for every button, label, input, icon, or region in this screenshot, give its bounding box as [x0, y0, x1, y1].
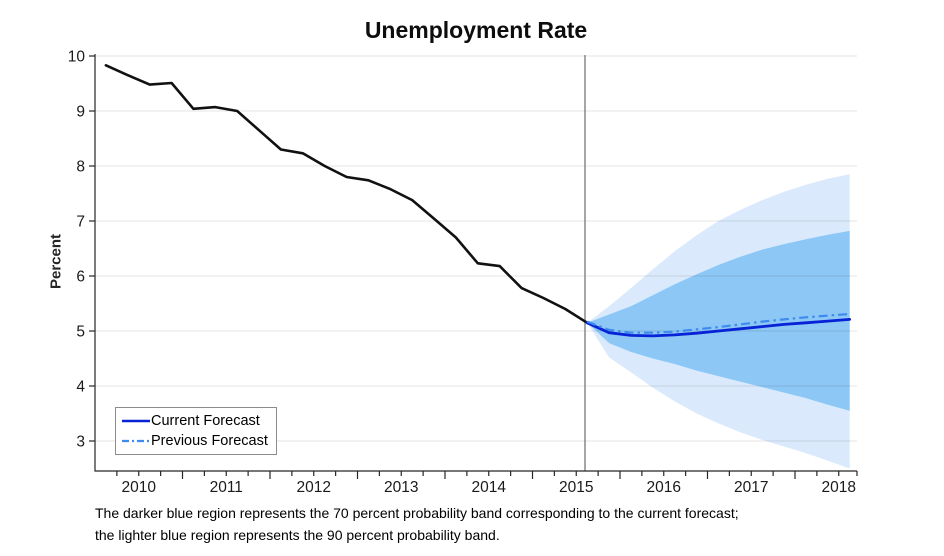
current-forecast-line — [585, 317, 852, 338]
chart-title: Unemployment Rate — [364, 17, 588, 43]
x-tick-label-2013: 2013 — [384, 479, 418, 496]
legend-item-current: Current Forecast — [121, 411, 268, 431]
legend-label-previous: Previous Forecast — [151, 433, 268, 449]
x-tick-label-2011: 2011 — [210, 479, 243, 496]
x-tick-label-2018: 2018 — [822, 479, 856, 496]
x-tick-label-2017: 2017 — [734, 479, 768, 496]
x-tick-label-2015: 2015 — [559, 479, 593, 496]
x-tick-label-2010: 2010 — [122, 479, 157, 496]
y-tick-label-5: 5 — [76, 324, 85, 341]
previous-forecast-line-sample — [122, 439, 150, 443]
y-tick-label-7: 7 — [76, 214, 85, 231]
previous-forecast-line — [586, 312, 850, 334]
x-tick-label-2012: 2012 — [297, 479, 331, 496]
y-tick-label-8: 8 — [76, 159, 85, 176]
historical-line — [104, 64, 589, 325]
y-tick-label-4: 4 — [76, 379, 85, 396]
current-forecast-line-sample — [122, 419, 150, 423]
legend-label-current: Current Forecast — [151, 413, 260, 429]
x-tick-label-2016: 2016 — [647, 479, 681, 496]
x-tick-label-2014: 2014 — [472, 479, 507, 496]
axes-spines — [94, 54, 857, 472]
chart-caption: The darker blue region represents the 70… — [95, 502, 925, 546]
y-tick-label-6: 6 — [76, 269, 85, 286]
legend-item-previous: Previous Forecast — [121, 431, 268, 451]
band-70-percent — [587, 230, 850, 411]
caption-line-2: the lighter blue region represents the 9… — [95, 527, 500, 543]
y-tick-label-9: 9 — [76, 104, 85, 121]
y-tick-label-10: 10 — [68, 49, 86, 66]
legend: Current Forecast Previous Forecast — [115, 407, 277, 455]
caption-line-1: The darker blue region represents the 70… — [95, 505, 739, 521]
y-tick-label-3: 3 — [76, 434, 85, 451]
